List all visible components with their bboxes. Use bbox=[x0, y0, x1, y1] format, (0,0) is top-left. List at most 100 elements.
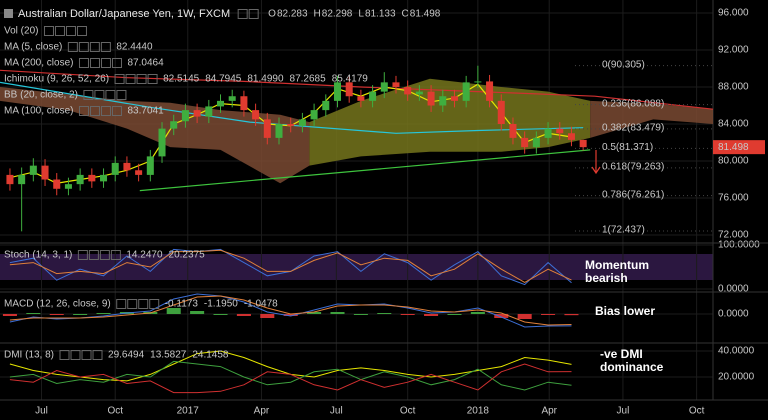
indicator-reading: 24.1458 bbox=[192, 350, 229, 361]
legend-reading: 82.4440 bbox=[116, 42, 153, 53]
candle-body bbox=[146, 156, 154, 175]
legend-reading: 83.7041 bbox=[127, 106, 164, 117]
histogram-bar bbox=[494, 314, 509, 318]
indicator-title: Stoch (14, 3, 1) bbox=[4, 250, 72, 261]
legend-icon bbox=[89, 106, 100, 116]
legend-icon bbox=[76, 26, 87, 36]
candle-body bbox=[310, 110, 318, 120]
candle-body bbox=[100, 174, 108, 182]
legend-icon bbox=[88, 250, 99, 260]
fib-label: 1(72.437) bbox=[602, 225, 645, 236]
candle-body bbox=[556, 128, 564, 134]
ohlc-prefix: C bbox=[402, 9, 409, 20]
candle-body bbox=[579, 139, 587, 148]
y-tick-label: 72.000 bbox=[718, 230, 749, 241]
candle-body bbox=[88, 174, 96, 182]
histogram-bar bbox=[49, 314, 64, 315]
legend-icon bbox=[111, 106, 122, 116]
legend-icon bbox=[65, 26, 76, 36]
candle-body bbox=[521, 137, 529, 148]
candle-body bbox=[298, 119, 306, 126]
histogram-bar bbox=[96, 313, 111, 314]
histogram-bar bbox=[73, 314, 88, 315]
candle-body bbox=[462, 82, 470, 101]
candle-body bbox=[450, 96, 458, 101]
x-tick-label: Oct bbox=[107, 406, 123, 417]
ohlc-value: 82.283 bbox=[277, 9, 308, 20]
legend-icon bbox=[78, 42, 89, 52]
y-tick-label: 88.000 bbox=[718, 82, 749, 93]
histogram-bar bbox=[2, 314, 17, 316]
x-tick-label: Jul bbox=[35, 406, 48, 417]
legend-reading: 84.7945 bbox=[205, 74, 242, 85]
candle-body bbox=[544, 128, 552, 138]
x-tick-label: 2018 bbox=[467, 406, 490, 417]
indicator-reading: 13.5827 bbox=[150, 350, 187, 361]
indicator-line bbox=[9, 293, 572, 328]
x-tick-label: Jul bbox=[330, 406, 343, 417]
ohlc-prefix: L bbox=[358, 9, 364, 20]
y-tick-label: 84.000 bbox=[718, 119, 749, 130]
legend-icon bbox=[110, 250, 121, 260]
legend-icon bbox=[54, 26, 65, 36]
indicator-reading: -1.1950 bbox=[204, 299, 238, 310]
candle-body bbox=[427, 91, 435, 106]
legend-icon bbox=[138, 299, 149, 309]
indicator-reading: 20.2375 bbox=[169, 250, 206, 261]
legend-icon bbox=[149, 299, 160, 309]
price-tag-label: 81.498 bbox=[718, 142, 749, 153]
candle-body bbox=[486, 81, 494, 101]
indicator-line bbox=[9, 360, 572, 391]
legend-icon bbox=[116, 90, 127, 100]
candle-body bbox=[333, 82, 341, 101]
histogram-bar bbox=[541, 314, 556, 315]
candle-body bbox=[322, 100, 330, 111]
x-tick-label: Apr bbox=[541, 406, 557, 417]
candle-body bbox=[404, 86, 412, 95]
legend-icon bbox=[99, 250, 110, 260]
histogram-bar bbox=[190, 311, 205, 314]
legend-icon bbox=[116, 299, 127, 309]
legend-icon bbox=[114, 74, 125, 84]
fib-label: 0.236(86.088) bbox=[602, 98, 664, 109]
indicator-line bbox=[9, 363, 572, 394]
candle-body bbox=[497, 100, 505, 124]
legend-icon bbox=[100, 42, 111, 52]
legend-icon bbox=[77, 250, 88, 260]
legend-reading: 87.0464 bbox=[127, 58, 164, 69]
candle-body bbox=[474, 81, 482, 83]
legend-icon bbox=[89, 58, 100, 68]
y-tick-label: 76.000 bbox=[718, 193, 749, 204]
indicator-reading: -0.1173 bbox=[165, 299, 199, 310]
candle-body bbox=[53, 179, 61, 189]
candle-body bbox=[509, 123, 517, 138]
indicator-title: MACD (12, 26, close, 9) bbox=[4, 299, 111, 310]
legend-name: MA (200, close) bbox=[4, 58, 73, 69]
legend-icon bbox=[43, 26, 54, 36]
legend-icon bbox=[100, 106, 111, 116]
x-tick-label: Apr bbox=[254, 406, 270, 417]
legend-icon bbox=[81, 350, 92, 360]
candle-body bbox=[287, 123, 295, 126]
ichimoku-cloud bbox=[590, 100, 713, 138]
histogram-bar bbox=[400, 314, 415, 315]
x-tick-label: Oct bbox=[689, 406, 705, 417]
histogram-bar bbox=[470, 312, 485, 314]
candle-body bbox=[158, 128, 166, 157]
fib-label: 0.618(79.263) bbox=[602, 161, 664, 172]
histogram-bar bbox=[307, 312, 322, 314]
candle-body bbox=[392, 82, 400, 87]
histogram-bar bbox=[517, 314, 532, 319]
candle-body bbox=[205, 106, 213, 117]
histogram-bar bbox=[213, 314, 228, 315]
candle-body bbox=[18, 174, 26, 185]
candle-body bbox=[228, 96, 236, 101]
histogram-bar bbox=[330, 312, 345, 314]
ohlc-prefix: O bbox=[268, 9, 276, 20]
legend-icon bbox=[127, 299, 138, 309]
fib-label: 0.786(76.261) bbox=[602, 189, 664, 200]
legend-icon bbox=[136, 74, 147, 84]
histogram-bar bbox=[260, 314, 275, 318]
ohlc-value: 81.133 bbox=[365, 9, 396, 20]
